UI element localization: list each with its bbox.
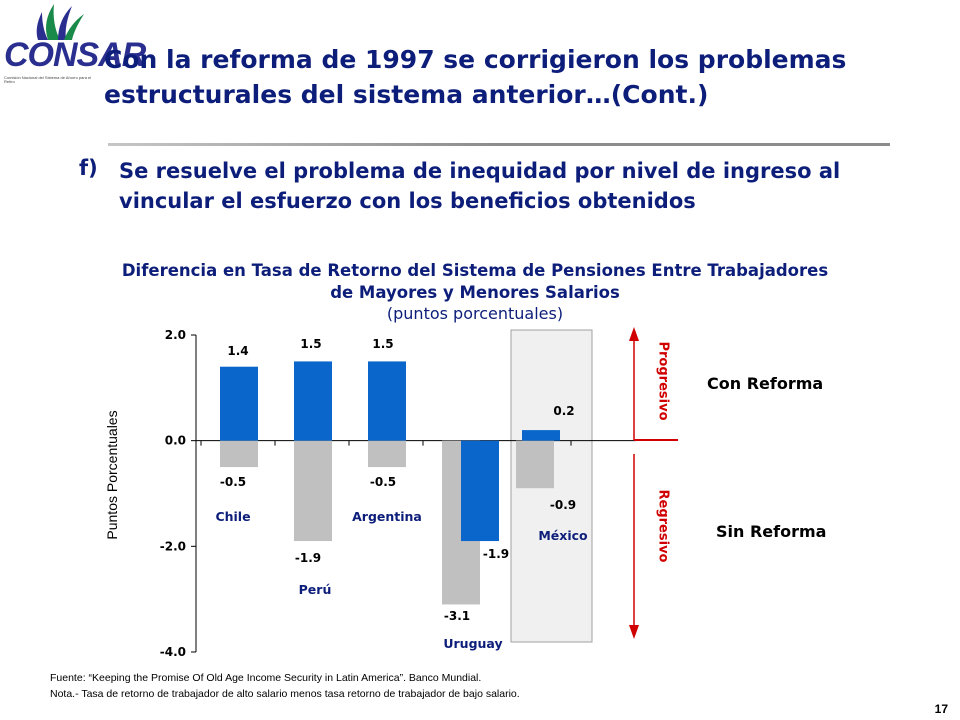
chart-title: Diferencia en Tasa de Retorno del Sistem…	[121, 261, 829, 302]
data-label-con-reforma: 1.5	[372, 337, 393, 351]
category-label: Uruguay	[443, 636, 502, 651]
bar-con-reforma	[522, 430, 560, 441]
data-label-sin-reforma: -0.9	[550, 498, 576, 512]
bar-con-reforma	[220, 366, 258, 441]
data-label-con-reforma: 1.5	[300, 337, 321, 351]
bar-sin-reforma	[294, 440, 332, 542]
data-label-con-reforma: 0.2	[553, 404, 574, 418]
category-label: México	[538, 528, 588, 543]
footer-source: Fuente: “Keeping the Promise Of Old Age …	[50, 672, 482, 684]
data-label-sin-reforma: -3.1	[444, 609, 470, 623]
data-label-con-reforma: -1.9	[483, 547, 509, 561]
data-label-sin-reforma: -1.9	[295, 551, 321, 565]
y-tick-label: -4.0	[160, 645, 186, 659]
logo-text: CONSAR	[4, 36, 146, 74]
sin-reforma-label: Sin Reforma	[716, 522, 827, 541]
progresivo-text: Progresivo	[655, 341, 671, 421]
bar-con-reforma	[294, 361, 332, 441]
down-arrowhead-icon	[629, 625, 639, 639]
point-text: Se resuelve el problema de inequidad por…	[119, 159, 841, 213]
y-tick-label: 0.0	[165, 434, 186, 448]
bar-sin-reforma	[516, 440, 554, 489]
bar-sin-reforma	[220, 440, 258, 468]
up-arrowhead-icon	[629, 327, 639, 341]
bar-con-reforma	[461, 440, 499, 542]
point-marker: f)	[79, 156, 98, 180]
regresivo-text: Regresivo	[655, 489, 671, 563]
consar-logo: CONSAR Comisión Nacional del Sistema de …	[2, 2, 146, 96]
chart-subtitle: (puntos porcentuales)	[386, 304, 564, 323]
title-divider	[108, 143, 890, 146]
category-label: Argentina	[352, 509, 422, 524]
con-reforma-label: Con Reforma	[707, 374, 824, 393]
data-label-con-reforma: 1.4	[227, 344, 248, 358]
data-label-sin-reforma: -0.5	[370, 475, 396, 489]
y-tick-label: 2.0	[165, 328, 186, 342]
category-label: Perú	[299, 582, 332, 597]
category-label: Chile	[215, 509, 250, 524]
bar-sin-reforma	[368, 440, 406, 468]
footer-note: Nota.- Tasa de retorno de trabajador de …	[50, 688, 520, 700]
logo-emblem-icon	[36, 4, 84, 40]
logo-subtext: Comisión Nacional del Sistema de Ahorro …	[4, 75, 92, 85]
page-title: Con la reforma de 1997 se corrigieron lo…	[104, 45, 847, 109]
data-label-sin-reforma: -0.5	[220, 475, 246, 489]
y-tick-label: -2.0	[160, 539, 186, 553]
page-number: 17	[934, 702, 948, 716]
bar-con-reforma	[368, 361, 406, 441]
